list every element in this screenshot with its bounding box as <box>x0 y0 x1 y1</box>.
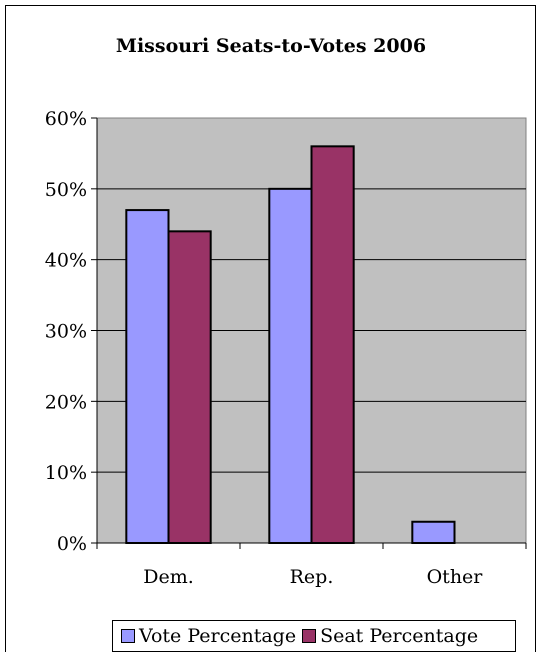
legend-swatch-seat <box>302 629 317 643</box>
x-tick-label: Dem. <box>143 566 194 588</box>
y-tick-labels: 0% 10% 20% 30% 40% 50% 60% <box>45 108 87 555</box>
legend-label-vote: Vote Percentage <box>139 625 297 647</box>
y-tick-label: 20% <box>45 391 87 413</box>
y-tick-label: 50% <box>45 179 87 201</box>
legend-item-seat: Seat Percentage <box>302 625 478 647</box>
bar <box>268 187 313 544</box>
y-tick-label: 60% <box>45 108 87 130</box>
legend-swatch-vote <box>121 629 135 643</box>
legend-label-seat: Seat Percentage <box>320 625 479 647</box>
axes <box>91 117 527 549</box>
bar <box>125 209 170 544</box>
bars <box>125 145 456 544</box>
bar <box>411 520 456 544</box>
x-tick-labels: Dem. Rep. Other <box>143 566 483 588</box>
bar <box>167 230 212 544</box>
y-tick-label: 0% <box>57 533 87 555</box>
legend: Vote Percentage Seat Percentage <box>112 620 516 652</box>
bar <box>310 145 355 544</box>
y-tick-label: 30% <box>45 321 87 343</box>
x-tick-label: Other <box>427 566 484 588</box>
x-tick-label: Rep. <box>290 566 334 588</box>
chart-title: Missouri Seats-to-Votes 2006 <box>116 35 426 57</box>
y-tick-label: 10% <box>45 462 87 484</box>
legend-item-vote: Vote Percentage <box>121 625 296 647</box>
y-tick-label: 40% <box>45 250 87 272</box>
